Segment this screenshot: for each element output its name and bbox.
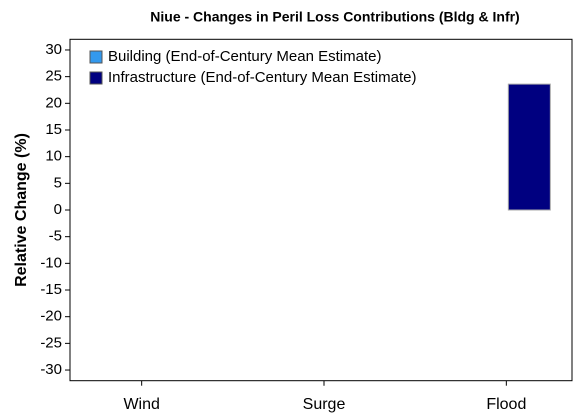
legend-swatch: [89, 71, 103, 85]
y-tick-label: -5: [49, 228, 62, 245]
bar: [507, 83, 551, 211]
x-tick-label: Flood: [486, 396, 526, 413]
x-tick-label: Wind: [123, 396, 159, 413]
y-tick-label: 25: [45, 68, 62, 85]
y-tick-label: 5: [54, 174, 62, 191]
y-axis-label: Relative Change (%): [13, 133, 30, 287]
y-tick-label: 10: [45, 148, 62, 165]
y-tick-label: 30: [45, 41, 62, 58]
x-tick-label: Surge: [303, 396, 346, 413]
y-tick-label: 15: [45, 121, 62, 138]
y-tick-label: 0: [54, 201, 62, 218]
y-tick-label: 20: [45, 94, 62, 111]
legend-label: Building (End-of-Century Mean Estimate): [108, 48, 381, 65]
chart-title: Niue - Changes in Peril Loss Contributio…: [150, 9, 519, 25]
y-tick-label: -30: [40, 361, 62, 378]
legend-label: Infrastructure (End-of-Century Mean Esti…: [108, 69, 416, 86]
y-tick-label: -15: [40, 281, 62, 298]
legend-swatch: [89, 50, 103, 64]
y-tick-label: -10: [40, 254, 62, 271]
plot-frame: [69, 38, 573, 382]
y-tick-label: -20: [40, 308, 62, 325]
y-tick-label: -25: [40, 334, 62, 351]
